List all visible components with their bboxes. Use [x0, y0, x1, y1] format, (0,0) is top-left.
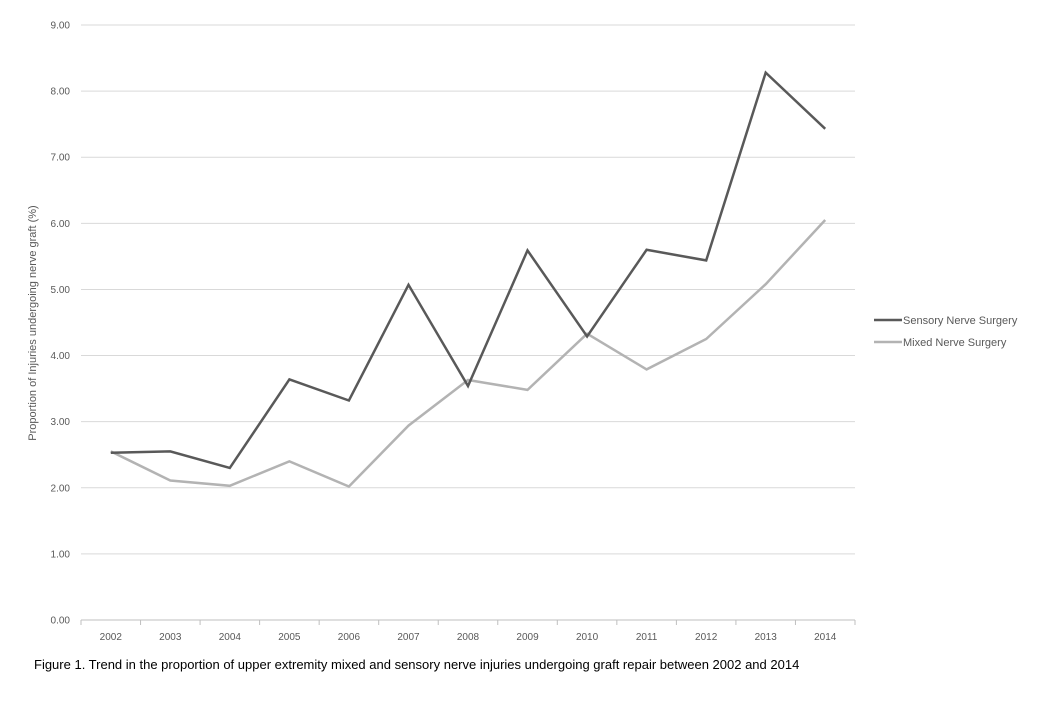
x-tick-label: 2011: [636, 632, 658, 643]
x-tick-label: 2006: [338, 632, 361, 643]
x-tick-label: 2002: [100, 632, 123, 643]
x-tick-label: 2005: [278, 632, 301, 643]
x-tick-label: 2007: [397, 632, 420, 643]
y-axis-ticks: 0.00 1.00 2.00 3.00 4.00 5.00 6.00 7.00 8.00 9.00: [51, 21, 71, 627]
legend-label: Sensory Nerve Surgery: [903, 315, 1018, 327]
y-tick-label: 6.00: [51, 219, 71, 230]
y-tick-label: 5.00: [51, 285, 71, 296]
x-tick-label: 2012: [695, 632, 718, 643]
legend-label: Mixed Nerve Surgery: [903, 337, 1007, 349]
x-tick-label: 2009: [516, 632, 539, 643]
y-tick-label: 8.00: [51, 87, 71, 98]
series-line-mixed: [110, 219, 827, 488]
y-tick-label: 9.00: [51, 21, 71, 32]
x-axis: 2002 2003 2004 2005 2006 2007 2008 2009 2010 2011…: [80, 619, 856, 643]
y-tick-label: 3.00: [51, 417, 71, 428]
x-tick-label: 2008: [457, 632, 480, 643]
series-lines: [110, 70, 827, 488]
x-tick-label: 2004: [219, 632, 242, 643]
y-axis-label: Proportion of Injuries undergoing nerve …: [27, 205, 39, 440]
gridlines: [81, 24, 855, 555]
y-tick-label: 1.00: [51, 549, 71, 560]
y-tick-label: 4.00: [51, 351, 71, 362]
series-line-sensory: [110, 70, 827, 470]
figure-caption: Figure 1. Trend in the proportion of upp…: [34, 657, 800, 672]
legend: Sensory Nerve Surgery Mixed Nerve Surgery: [874, 315, 1018, 349]
y-tick-label: 2.00: [51, 483, 71, 494]
x-tick-label: 2010: [576, 632, 599, 643]
x-tick-label: 2003: [159, 632, 182, 643]
x-tick-label: 2013: [755, 632, 778, 643]
y-tick-label: 7.00: [51, 153, 71, 164]
x-tick-label: 2014: [814, 632, 837, 643]
y-tick-label: 0.00: [51, 616, 71, 627]
